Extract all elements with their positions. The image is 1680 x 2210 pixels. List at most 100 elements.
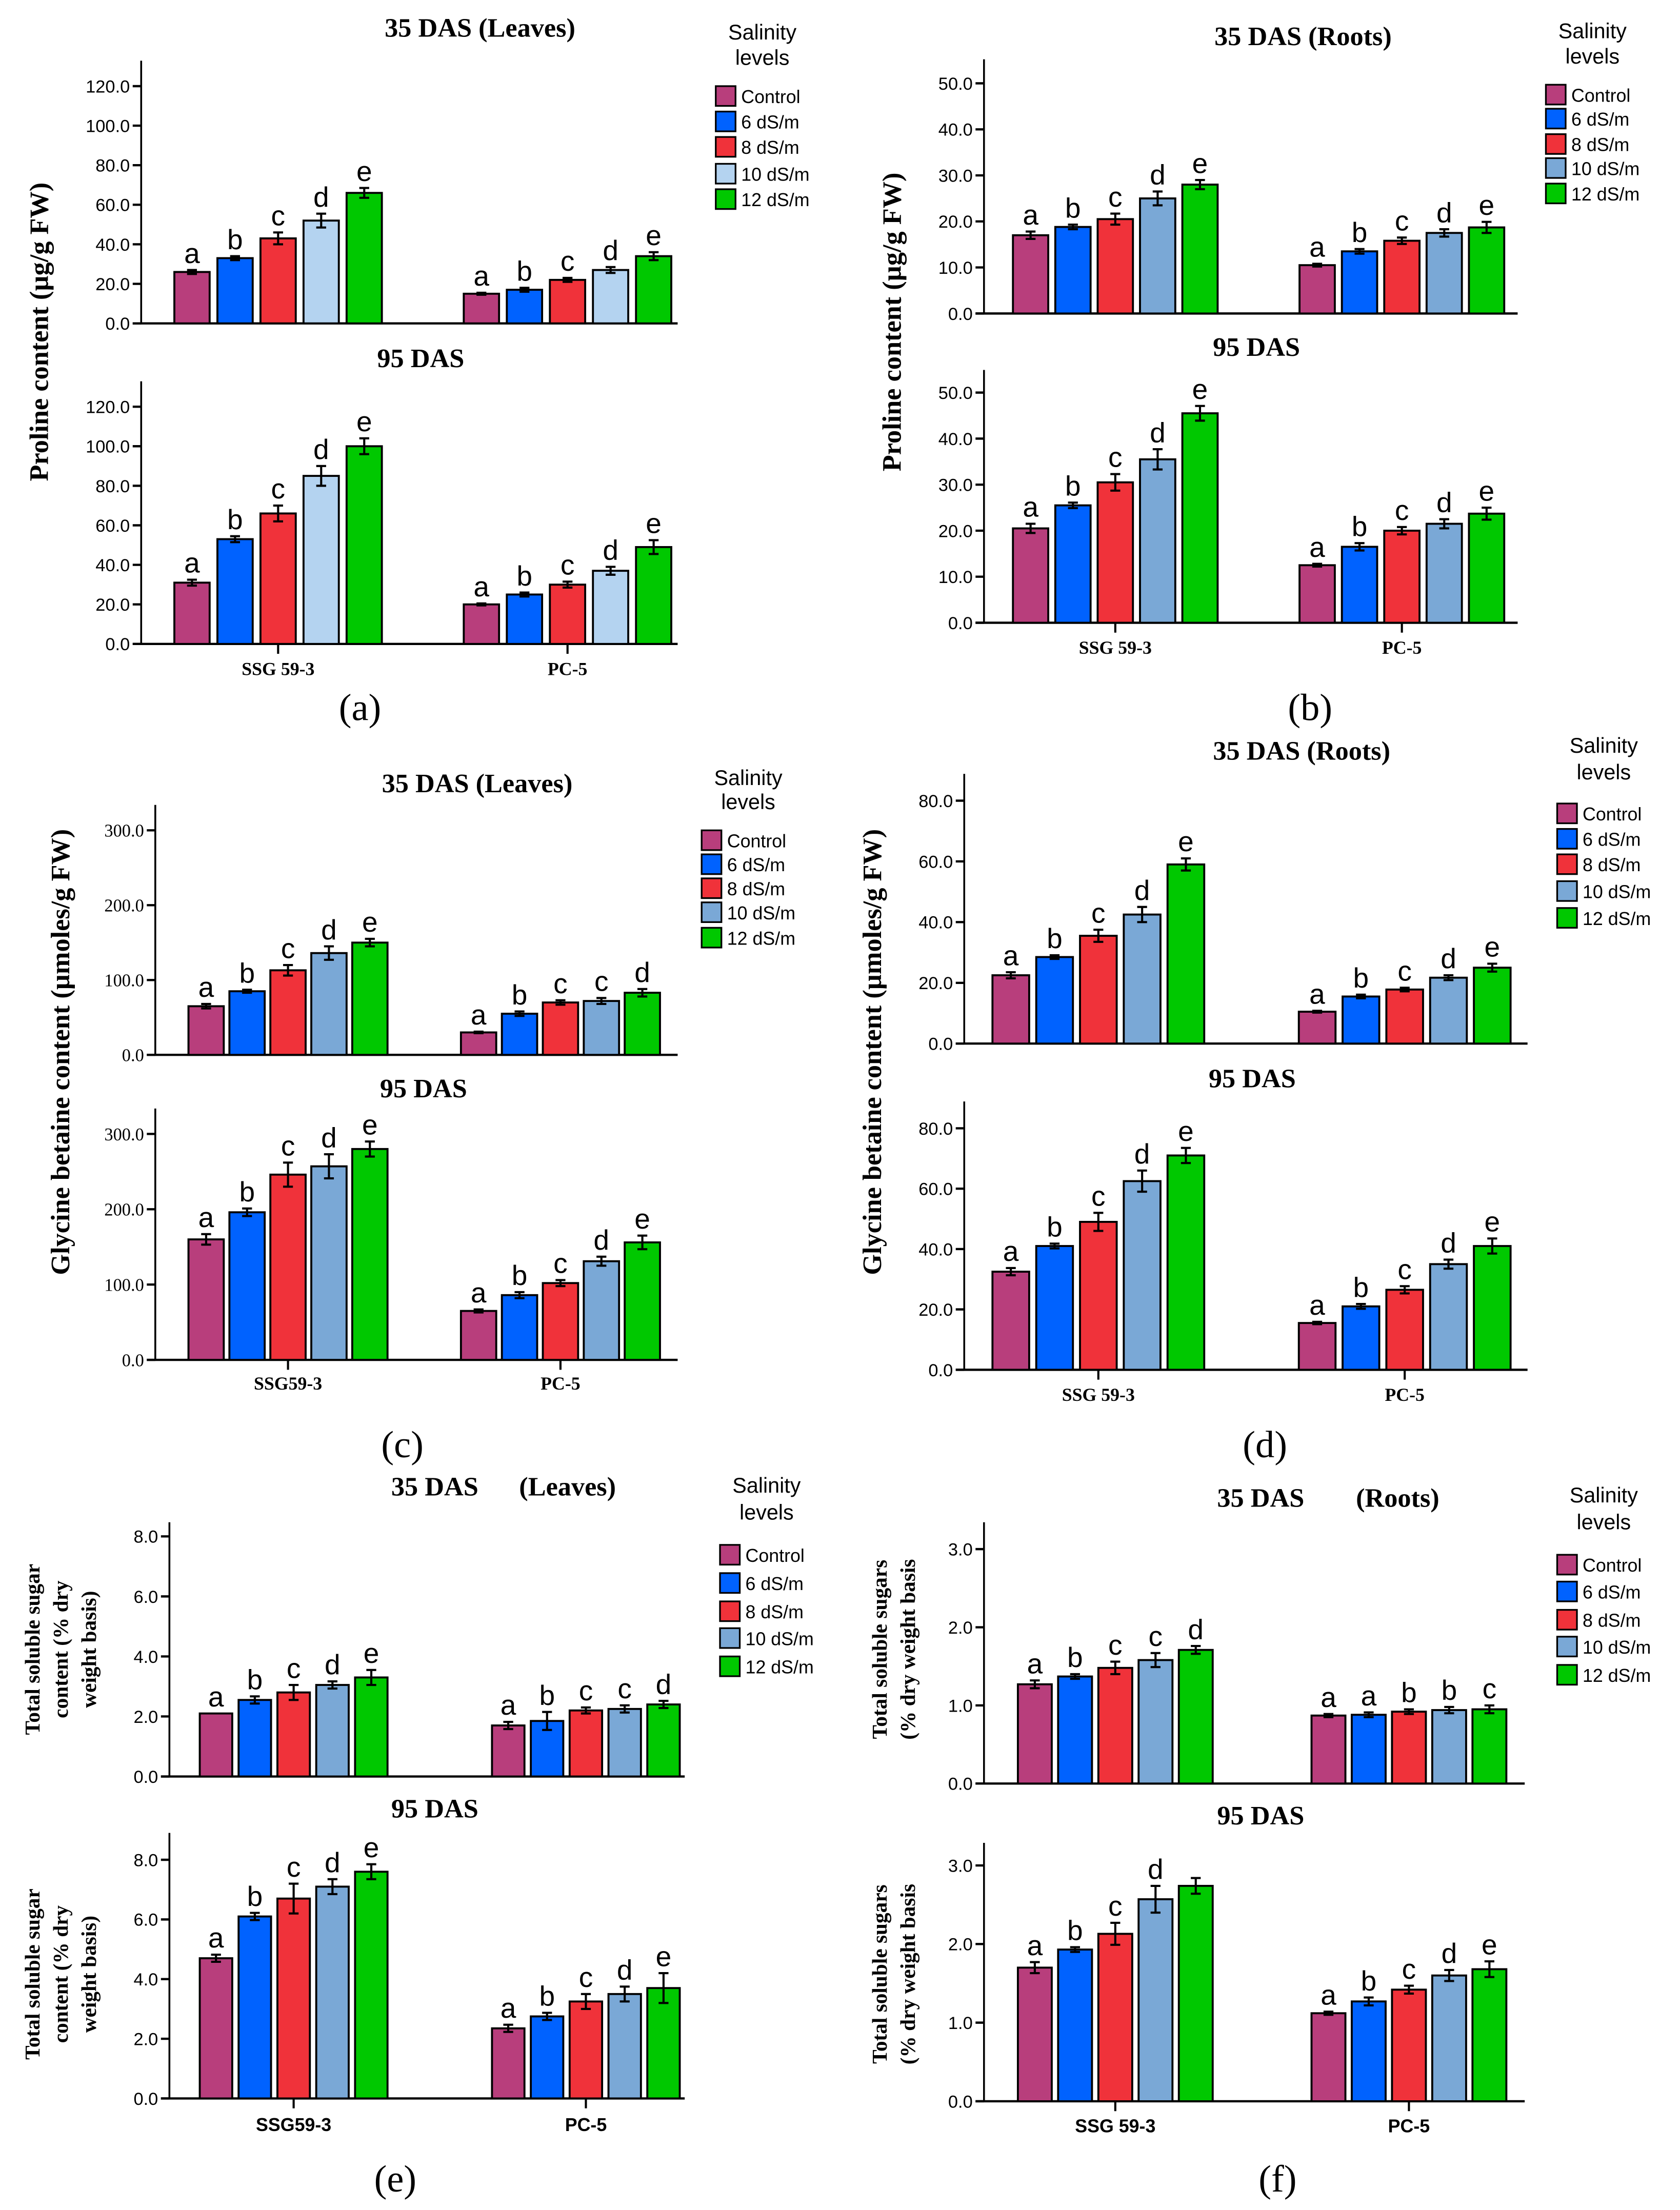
significance-letter: c — [287, 1851, 301, 1883]
legend-item-10dsm: 10 dS/m — [1583, 1637, 1651, 1658]
legend-swatch-control — [1545, 84, 1567, 106]
x-category-label: SSG 59-3 — [1062, 1384, 1135, 1405]
bar-12dsm — [646, 1703, 681, 1778]
legend-item-6dsm: 6 dS/m — [741, 112, 799, 133]
legend-swatch-8dsm — [701, 877, 723, 899]
chart-title: 35 DAS — [391, 1472, 478, 1501]
significance-letter: b — [247, 1880, 263, 1912]
bar-8dsm — [259, 237, 297, 325]
legend-item-control: Control — [1571, 85, 1630, 106]
bar-12dsm — [1177, 1884, 1214, 2102]
chart-title: 95 DAS — [1213, 332, 1300, 362]
x-category-label: SSG 59-3 — [242, 658, 314, 679]
bar-8dsm — [269, 969, 307, 1056]
chart-title: 35 DAS (Roots) — [1214, 22, 1392, 51]
legend-item-10dsm: 10 dS/m — [1583, 882, 1651, 902]
significance-letter: a — [1003, 939, 1019, 971]
bar-6dsm — [1341, 546, 1378, 624]
significance-letter: c — [561, 549, 575, 581]
y-tick-label: 20.0 — [938, 521, 973, 541]
legend-title: Salinity — [714, 766, 783, 790]
legend-swatch-12dsm — [719, 1655, 741, 1677]
bar-8dsm — [549, 278, 587, 325]
legend-item-6dsm: 6 dS/m — [1583, 830, 1641, 850]
y-axis-label: (% dry weight basis — [896, 1884, 920, 2064]
bar-6dsm — [216, 538, 254, 645]
bar-6dsm — [1057, 1948, 1093, 2102]
legend-title: levels — [1566, 45, 1620, 68]
bar-12dsm — [354, 1676, 389, 1778]
legend-swatch-12dsm — [701, 927, 723, 949]
legend-title: levels — [1577, 760, 1631, 784]
significance-letter: a — [184, 547, 200, 579]
y-tick-label: 6.0 — [133, 1588, 158, 1607]
panel-label: (d) — [1243, 1424, 1287, 1466]
bar-12dsm — [351, 1148, 389, 1361]
y-tick-label: 40.0 — [918, 1240, 953, 1259]
bar-6dsm — [1057, 1675, 1093, 1785]
significance-letter: c — [271, 200, 286, 232]
y-tick-label: 0.0 — [122, 1046, 144, 1066]
significance-letter: e — [1178, 826, 1194, 857]
significance-letter: c — [553, 968, 568, 999]
y-tick-label: 40.0 — [95, 556, 130, 575]
legend-swatch-6dsm — [1556, 828, 1578, 850]
bar-6dsm — [216, 257, 254, 325]
legend-item-8dsm: 8 dS/m — [727, 879, 785, 899]
legend-item-8dsm: 8 dS/m — [746, 1602, 804, 1622]
significance-letter: e — [1178, 1115, 1194, 1147]
bar-control — [1298, 264, 1336, 315]
significance-letter: d — [313, 181, 329, 213]
significance-letter: b — [247, 1663, 263, 1695]
legend-item-10dsm: 10 dS/m — [727, 903, 795, 923]
bar-control — [198, 1957, 233, 2100]
bar-8dsm — [1383, 530, 1421, 624]
bar-10dsm — [1425, 523, 1463, 624]
x-category-label: PC-5 — [1388, 2116, 1430, 2137]
chart-35-das: 35 DAS (Roots)0.01.02.03.0a b c c da a b b c — [948, 1483, 1525, 1794]
chart-title-organ: (Roots) — [1356, 1483, 1439, 1513]
bar-12dsm — [1468, 512, 1506, 624]
y-tick-label: 300.0 — [104, 1125, 144, 1144]
significance-letter: e — [1485, 1206, 1501, 1238]
bar-12dsm — [1177, 1649, 1214, 1785]
bar-control — [198, 1712, 233, 1778]
significance-letter: a — [1023, 199, 1038, 231]
bar-8dsm — [1391, 1711, 1427, 1785]
bar-10dsm — [1137, 1898, 1174, 2102]
x-category-label: PC-5 — [1382, 637, 1422, 658]
y-tick-label: 20.0 — [918, 974, 953, 993]
y-tick-label: 120.0 — [86, 398, 130, 417]
legend-item-control: Control — [727, 831, 786, 851]
significance-letter: a — [1309, 531, 1325, 563]
y-tick-label: 4.0 — [133, 1648, 158, 1667]
significance-letter: d — [603, 534, 618, 566]
bar-8dsm — [1096, 481, 1134, 624]
legend-swatch-6dsm — [719, 1572, 741, 1594]
legend-swatch-10dsm — [719, 1627, 741, 1649]
bar-8dsm — [549, 584, 587, 645]
significance-letter: b — [239, 1176, 255, 1208]
y-tick-label: 0.0 — [948, 2092, 973, 2112]
y-tick-label: 30.0 — [938, 476, 973, 495]
panel-f: 35 DAS (Roots)0.01.02.03.0a b c c da a b b c95 DA… — [868, 1483, 1651, 2201]
y-axis-label: (% dry weight basis — [896, 1559, 920, 1740]
significance-letter: b — [1352, 216, 1368, 248]
legend-title: levels — [739, 1500, 794, 1524]
bar-control — [1298, 564, 1336, 624]
bar-control — [491, 1724, 526, 1778]
legend-item-12dsm: 12 dS/m — [1571, 184, 1639, 205]
bar-control — [991, 974, 1030, 1045]
significance-letter: e — [1192, 373, 1208, 405]
legend-swatch-12dsm — [1545, 183, 1567, 205]
y-tick-label: 60.0 — [918, 1180, 953, 1199]
significance-letter: d — [1150, 159, 1166, 191]
bar-10dsm — [1431, 1709, 1467, 1785]
significance-letter: b — [1065, 470, 1081, 501]
legend-swatch-8dsm — [719, 1600, 741, 1622]
significance-letter: e — [646, 508, 662, 539]
panel-d: 35 DAS (Roots)0.020.040.060.080.0abcdeab… — [857, 734, 1651, 1466]
